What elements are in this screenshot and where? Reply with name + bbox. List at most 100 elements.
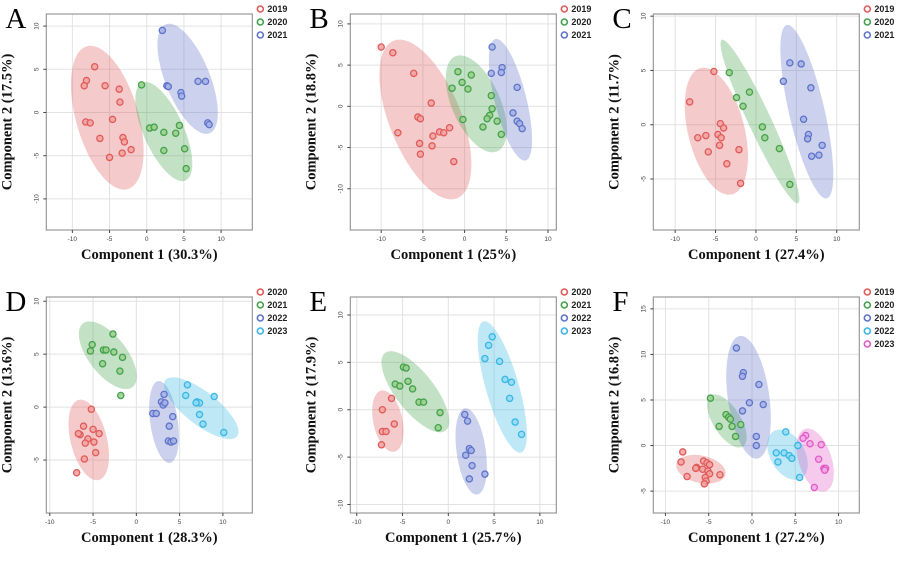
legend-marker-2021 bbox=[560, 301, 568, 309]
svg-text:-10: -10 bbox=[68, 236, 78, 243]
svg-text:-5: -5 bbox=[713, 236, 719, 243]
point-2019 bbox=[427, 142, 436, 150]
legend-label-2021: 2021 bbox=[267, 300, 287, 310]
svg-text:10: 10 bbox=[337, 311, 344, 319]
point-2020 bbox=[377, 441, 385, 449]
legend: 2019 2020 2021 bbox=[863, 4, 895, 40]
point-2020 bbox=[497, 130, 505, 139]
point-2023 bbox=[815, 455, 823, 463]
points-2020 bbox=[72, 405, 103, 477]
legend-label-2022: 2022 bbox=[267, 313, 287, 323]
point-2019 bbox=[96, 134, 104, 143]
legend-label-2019: 2019 bbox=[875, 287, 895, 297]
y-axis-label: Component 2 (11.7%) bbox=[607, 54, 622, 190]
legend-item-2021: 2021 bbox=[560, 300, 591, 310]
point-2020 bbox=[457, 78, 466, 87]
point-2023 bbox=[799, 434, 808, 443]
point-2019 bbox=[428, 132, 437, 140]
point-2019 bbox=[692, 464, 700, 473]
legend-label-2020: 2020 bbox=[571, 17, 591, 27]
legend-label-2020: 2020 bbox=[267, 287, 287, 297]
point-2021 bbox=[755, 380, 764, 389]
points-2019 bbox=[686, 67, 745, 188]
panel-letter: D bbox=[5, 286, 26, 318]
svg-text:-10: -10 bbox=[376, 236, 386, 243]
point-2023 bbox=[181, 391, 190, 400]
plot-background bbox=[349, 297, 556, 513]
x-axis-label: Component 1 (25%) bbox=[390, 247, 516, 263]
point-2023 bbox=[484, 341, 492, 350]
point-2023 bbox=[817, 440, 826, 449]
gridlines bbox=[653, 14, 860, 230]
point-2019 bbox=[723, 160, 731, 168]
point-2021 bbox=[739, 407, 747, 415]
panel-d: -10 -5 0 5 10 -5 0 5 10 Component 1 (28.3%) Compon… bbox=[0, 283, 304, 566]
point-2019 bbox=[415, 139, 423, 148]
point-2020 bbox=[458, 115, 467, 124]
point-2020 bbox=[387, 394, 395, 403]
svg-text:-5: -5 bbox=[399, 519, 405, 526]
point-2021 bbox=[158, 26, 167, 35]
svg-text:5: 5 bbox=[794, 519, 798, 526]
point-2019 bbox=[735, 145, 744, 154]
svg-text:5: 5 bbox=[641, 398, 648, 402]
point-2019 bbox=[702, 131, 710, 140]
legend-marker-2020 bbox=[560, 18, 568, 26]
point-2023 bbox=[192, 399, 200, 407]
point-2021 bbox=[98, 359, 107, 368]
panel-letter: A bbox=[5, 3, 26, 35]
legend-item-2019: 2019 bbox=[863, 287, 895, 297]
points-2019 bbox=[377, 43, 458, 166]
point-2023 bbox=[220, 428, 228, 437]
point-2019 bbox=[720, 124, 728, 132]
legend-label-2019: 2019 bbox=[875, 4, 895, 14]
svg-text:-5: -5 bbox=[90, 519, 96, 526]
point-2019 bbox=[427, 99, 435, 107]
point-2020 bbox=[89, 425, 97, 434]
legend: 2019 2020 2021 bbox=[560, 4, 591, 40]
point-2023 bbox=[480, 354, 489, 363]
point-2019 bbox=[679, 448, 687, 456]
axis-ticks: -10 -5 0 5 10 -10 -5 0 5 10 bbox=[337, 20, 552, 243]
panel-a: -10 -5 0 5 10 -10 -5 0 5 10 Component 1 (30.3%) Com… bbox=[0, 0, 304, 283]
point-2019 bbox=[90, 62, 99, 71]
panel-C-chart: -10 -5 0 5 10 -5 0 5 10 Component 1 (27.4%) Compon… bbox=[607, 3, 895, 263]
point-2021 bbox=[488, 43, 496, 51]
svg-text:10: 10 bbox=[33, 297, 40, 305]
axis-ticks: -10 -5 0 5 10 -10 -5 0 5 10 bbox=[33, 22, 225, 243]
y-axis-label: Component 2 (16.8%) bbox=[607, 337, 622, 474]
point-2021 bbox=[434, 423, 442, 432]
legend-label-2022: 2022 bbox=[571, 313, 591, 323]
ellipse-2021 bbox=[726, 335, 772, 459]
point-2019 bbox=[700, 480, 709, 488]
legend-label-2020: 2020 bbox=[875, 17, 895, 27]
legend: 2020 2021 2022 2023 bbox=[256, 287, 287, 336]
legend-label-2020: 2020 bbox=[267, 17, 287, 27]
svg-text:5: 5 bbox=[504, 236, 508, 243]
point-2022 bbox=[774, 458, 783, 466]
ellipse-2021 bbox=[381, 351, 449, 433]
svg-text:-5: -5 bbox=[420, 236, 426, 243]
point-2021 bbox=[402, 364, 410, 372]
gridlines bbox=[46, 14, 253, 230]
point-2021 bbox=[508, 109, 517, 117]
x-axis-label: Component 1 (25.7%) bbox=[385, 530, 522, 546]
point-2020 bbox=[483, 114, 491, 123]
point-2021 bbox=[786, 59, 794, 67]
panel-f: -10 -5 0 5 10 -5 0 5 10 15 Component 1 (27.2%) Comp… bbox=[607, 283, 911, 566]
point-2020 bbox=[467, 71, 475, 79]
svg-text:0: 0 bbox=[337, 408, 344, 412]
point-2020 bbox=[732, 432, 740, 441]
point-2021 bbox=[808, 152, 816, 160]
point-2021 bbox=[518, 124, 526, 133]
panel-B-chart: -10 -5 0 5 10 -10 -5 0 5 10 Component 1 (25%) Compo… bbox=[304, 3, 591, 263]
point-2023 bbox=[210, 392, 218, 401]
legend-item-2020: 2020 bbox=[560, 287, 591, 297]
point-2022 bbox=[788, 454, 796, 463]
legend-marker-2023 bbox=[256, 327, 265, 335]
legend-item-2022: 2022 bbox=[863, 326, 895, 336]
points-2023 bbox=[181, 381, 228, 437]
point-2020 bbox=[728, 422, 737, 431]
point-2020 bbox=[453, 67, 462, 76]
